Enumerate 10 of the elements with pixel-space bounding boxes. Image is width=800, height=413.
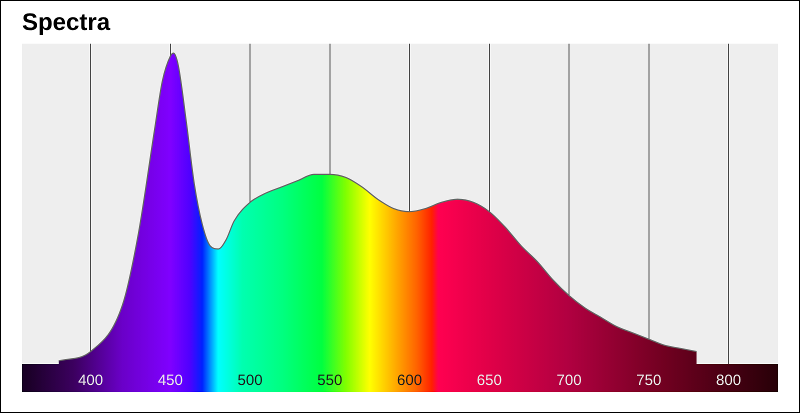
x-tick-label: 400 [78,372,104,390]
chart-title: Spectra [22,9,111,36]
x-tick-label: 800 [716,372,742,390]
x-tick-label: 550 [317,372,342,390]
x-tick-label: 700 [556,372,582,390]
x-tick-label: 650 [476,372,502,390]
x-tick-label: 500 [238,372,263,390]
x-tick-label: 750 [636,372,662,390]
x-tick-label: 450 [158,372,183,390]
x-tick-label: 600 [397,372,422,390]
